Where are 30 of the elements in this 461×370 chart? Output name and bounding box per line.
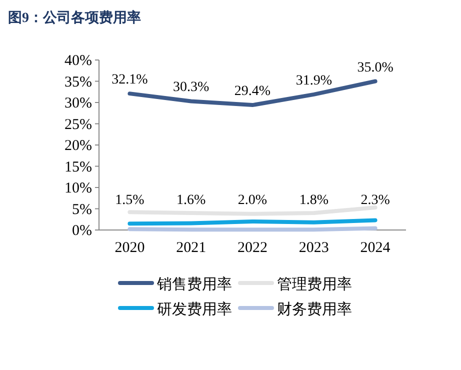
y-tick-label: 5% bbox=[72, 202, 92, 218]
data-label: 29.4% bbox=[234, 84, 271, 100]
x-tick-label: 2023 bbox=[298, 240, 329, 256]
x-tick-label: 2021 bbox=[176, 240, 206, 256]
y-tick-label: 25% bbox=[64, 116, 92, 133]
y-tick-label: 35% bbox=[64, 74, 92, 90]
data-label: 2.3% bbox=[360, 193, 390, 208]
data-label: 1.8% bbox=[299, 193, 329, 208]
x-tick-label: 2020 bbox=[114, 240, 145, 256]
line-series bbox=[128, 205, 378, 216]
y-tick-label: 30% bbox=[64, 96, 92, 112]
legend-label: 管理费用率 bbox=[277, 276, 352, 293]
data-label: 35.0% bbox=[357, 60, 394, 76]
data-label: 1.5% bbox=[115, 193, 145, 208]
y-tick-label: 15% bbox=[64, 159, 92, 176]
y-tick-label: 40% bbox=[64, 53, 92, 69]
chart-title: 图9：公司各项费用率 bbox=[8, 9, 141, 26]
x-tick-label: 2024 bbox=[360, 240, 391, 256]
legend-label: 销售费用率 bbox=[156, 276, 232, 293]
y-tick-label: 20% bbox=[64, 138, 92, 154]
data-label: 32.1% bbox=[112, 72, 148, 88]
data-label: 31.9% bbox=[296, 73, 332, 88]
legend-label: 财务费用率 bbox=[277, 301, 352, 318]
data-label: 30.3% bbox=[173, 80, 210, 96]
data-label: 2.0% bbox=[238, 193, 268, 208]
legend-label: 研发费用率 bbox=[157, 301, 232, 318]
y-tick-label: 10% bbox=[64, 180, 92, 196]
x-tick-label: 2022 bbox=[238, 240, 268, 256]
data-label: 1.6% bbox=[176, 193, 206, 208]
y-tick-label: 0% bbox=[72, 223, 92, 239]
